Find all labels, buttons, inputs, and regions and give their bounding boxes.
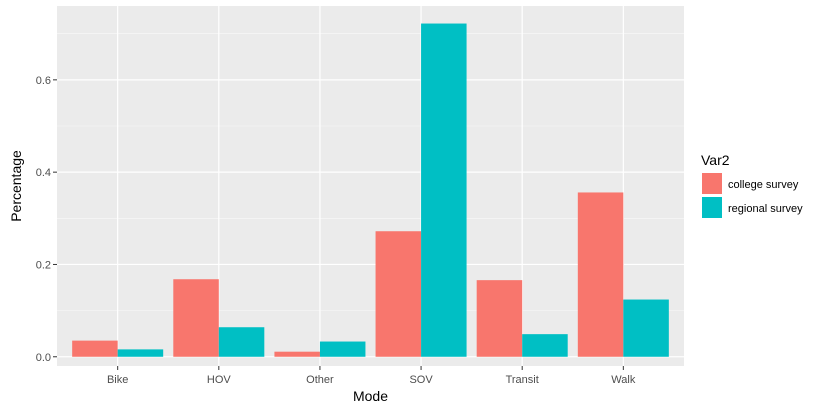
bar-sov-regional-survey: [421, 23, 467, 357]
legend-key-college-survey: [702, 173, 722, 194]
bar-transit-regional-survey: [522, 334, 568, 357]
bar-other-regional-survey: [319, 341, 366, 357]
x-tick-label: Transit: [506, 374, 539, 386]
bar-hov-college-survey: [173, 279, 219, 357]
legend-label-regional-survey: regional survey: [728, 203, 803, 215]
bar-hov-regional-survey: [218, 327, 265, 357]
bar-bike-college-survey: [72, 340, 118, 357]
y-tick-label: 0.4: [36, 167, 51, 179]
legend-label-college-survey: college survey: [728, 179, 799, 191]
x-tick-label: HOV: [207, 374, 232, 386]
y-tick-label: 0.2: [36, 259, 51, 271]
bar-other-college-survey: [274, 351, 320, 357]
x-tick-label: SOV: [409, 374, 433, 386]
bar-transit-college-survey: [476, 280, 523, 357]
x-tick-label: Bike: [107, 374, 128, 386]
y-axis: 0.0 0.2 0.4 0.6: [36, 75, 57, 364]
x-tick-label: Other: [306, 374, 334, 386]
bar-sov-college-survey: [375, 231, 422, 357]
bars: [72, 23, 669, 357]
y-tick-label: 0.0: [36, 352, 51, 364]
bar-walk-college-survey: [577, 192, 624, 357]
x-tick-label: Walk: [611, 374, 636, 386]
legend: Var2 college survey regional survey: [701, 152, 803, 218]
bar-bike-regional-survey: [117, 349, 164, 357]
x-axis-title: Mode: [353, 388, 388, 404]
y-tick-label: 0.6: [36, 75, 51, 87]
legend-key-regional-survey: [702, 197, 722, 218]
x-axis: Bike HOV Other SOV Transit Walk: [107, 366, 636, 386]
y-axis-title: Percentage: [8, 150, 24, 222]
bar-walk-regional-survey: [623, 299, 669, 357]
legend-title: Var2: [701, 152, 730, 168]
